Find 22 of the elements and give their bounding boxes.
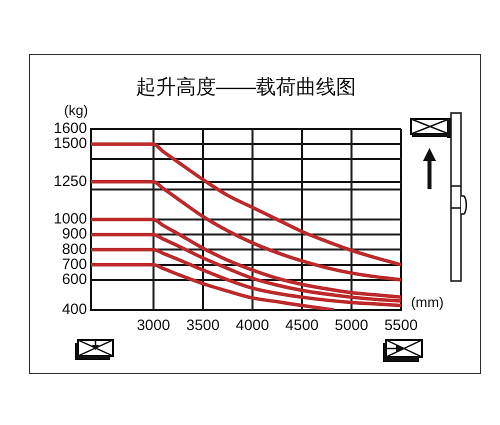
y-tick-label: 800	[62, 240, 87, 258]
line-series	[91, 218, 401, 299]
y-tick-label: 1500	[54, 135, 87, 152]
y-tick-label: 1000	[54, 210, 87, 228]
x-tick-label: 4500	[285, 317, 319, 334]
y-tick-label: 700	[62, 256, 87, 273]
x-tick-label: 3000	[136, 317, 170, 334]
line-series	[91, 142, 401, 266]
x-tick-label: 3500	[186, 317, 220, 334]
y-axis-title: (kg)	[64, 102, 88, 118]
chart-title: 起升高度——载荷曲线图	[136, 76, 356, 99]
y-tick-label: 900	[62, 226, 87, 243]
x-tick-label: 5000	[334, 317, 368, 334]
x-tick-label: 4000	[236, 317, 270, 334]
line-series	[91, 263, 336, 310]
y-tick-label: 1250	[54, 172, 87, 190]
y-tick-label: 400	[62, 301, 87, 318]
x-axis-title: (mm)	[411, 294, 444, 310]
y-tick-label: 600	[62, 270, 87, 288]
x-tick-label: 5500	[384, 317, 418, 334]
line-series	[91, 180, 401, 282]
y-tick-label: 1600	[54, 120, 87, 138]
